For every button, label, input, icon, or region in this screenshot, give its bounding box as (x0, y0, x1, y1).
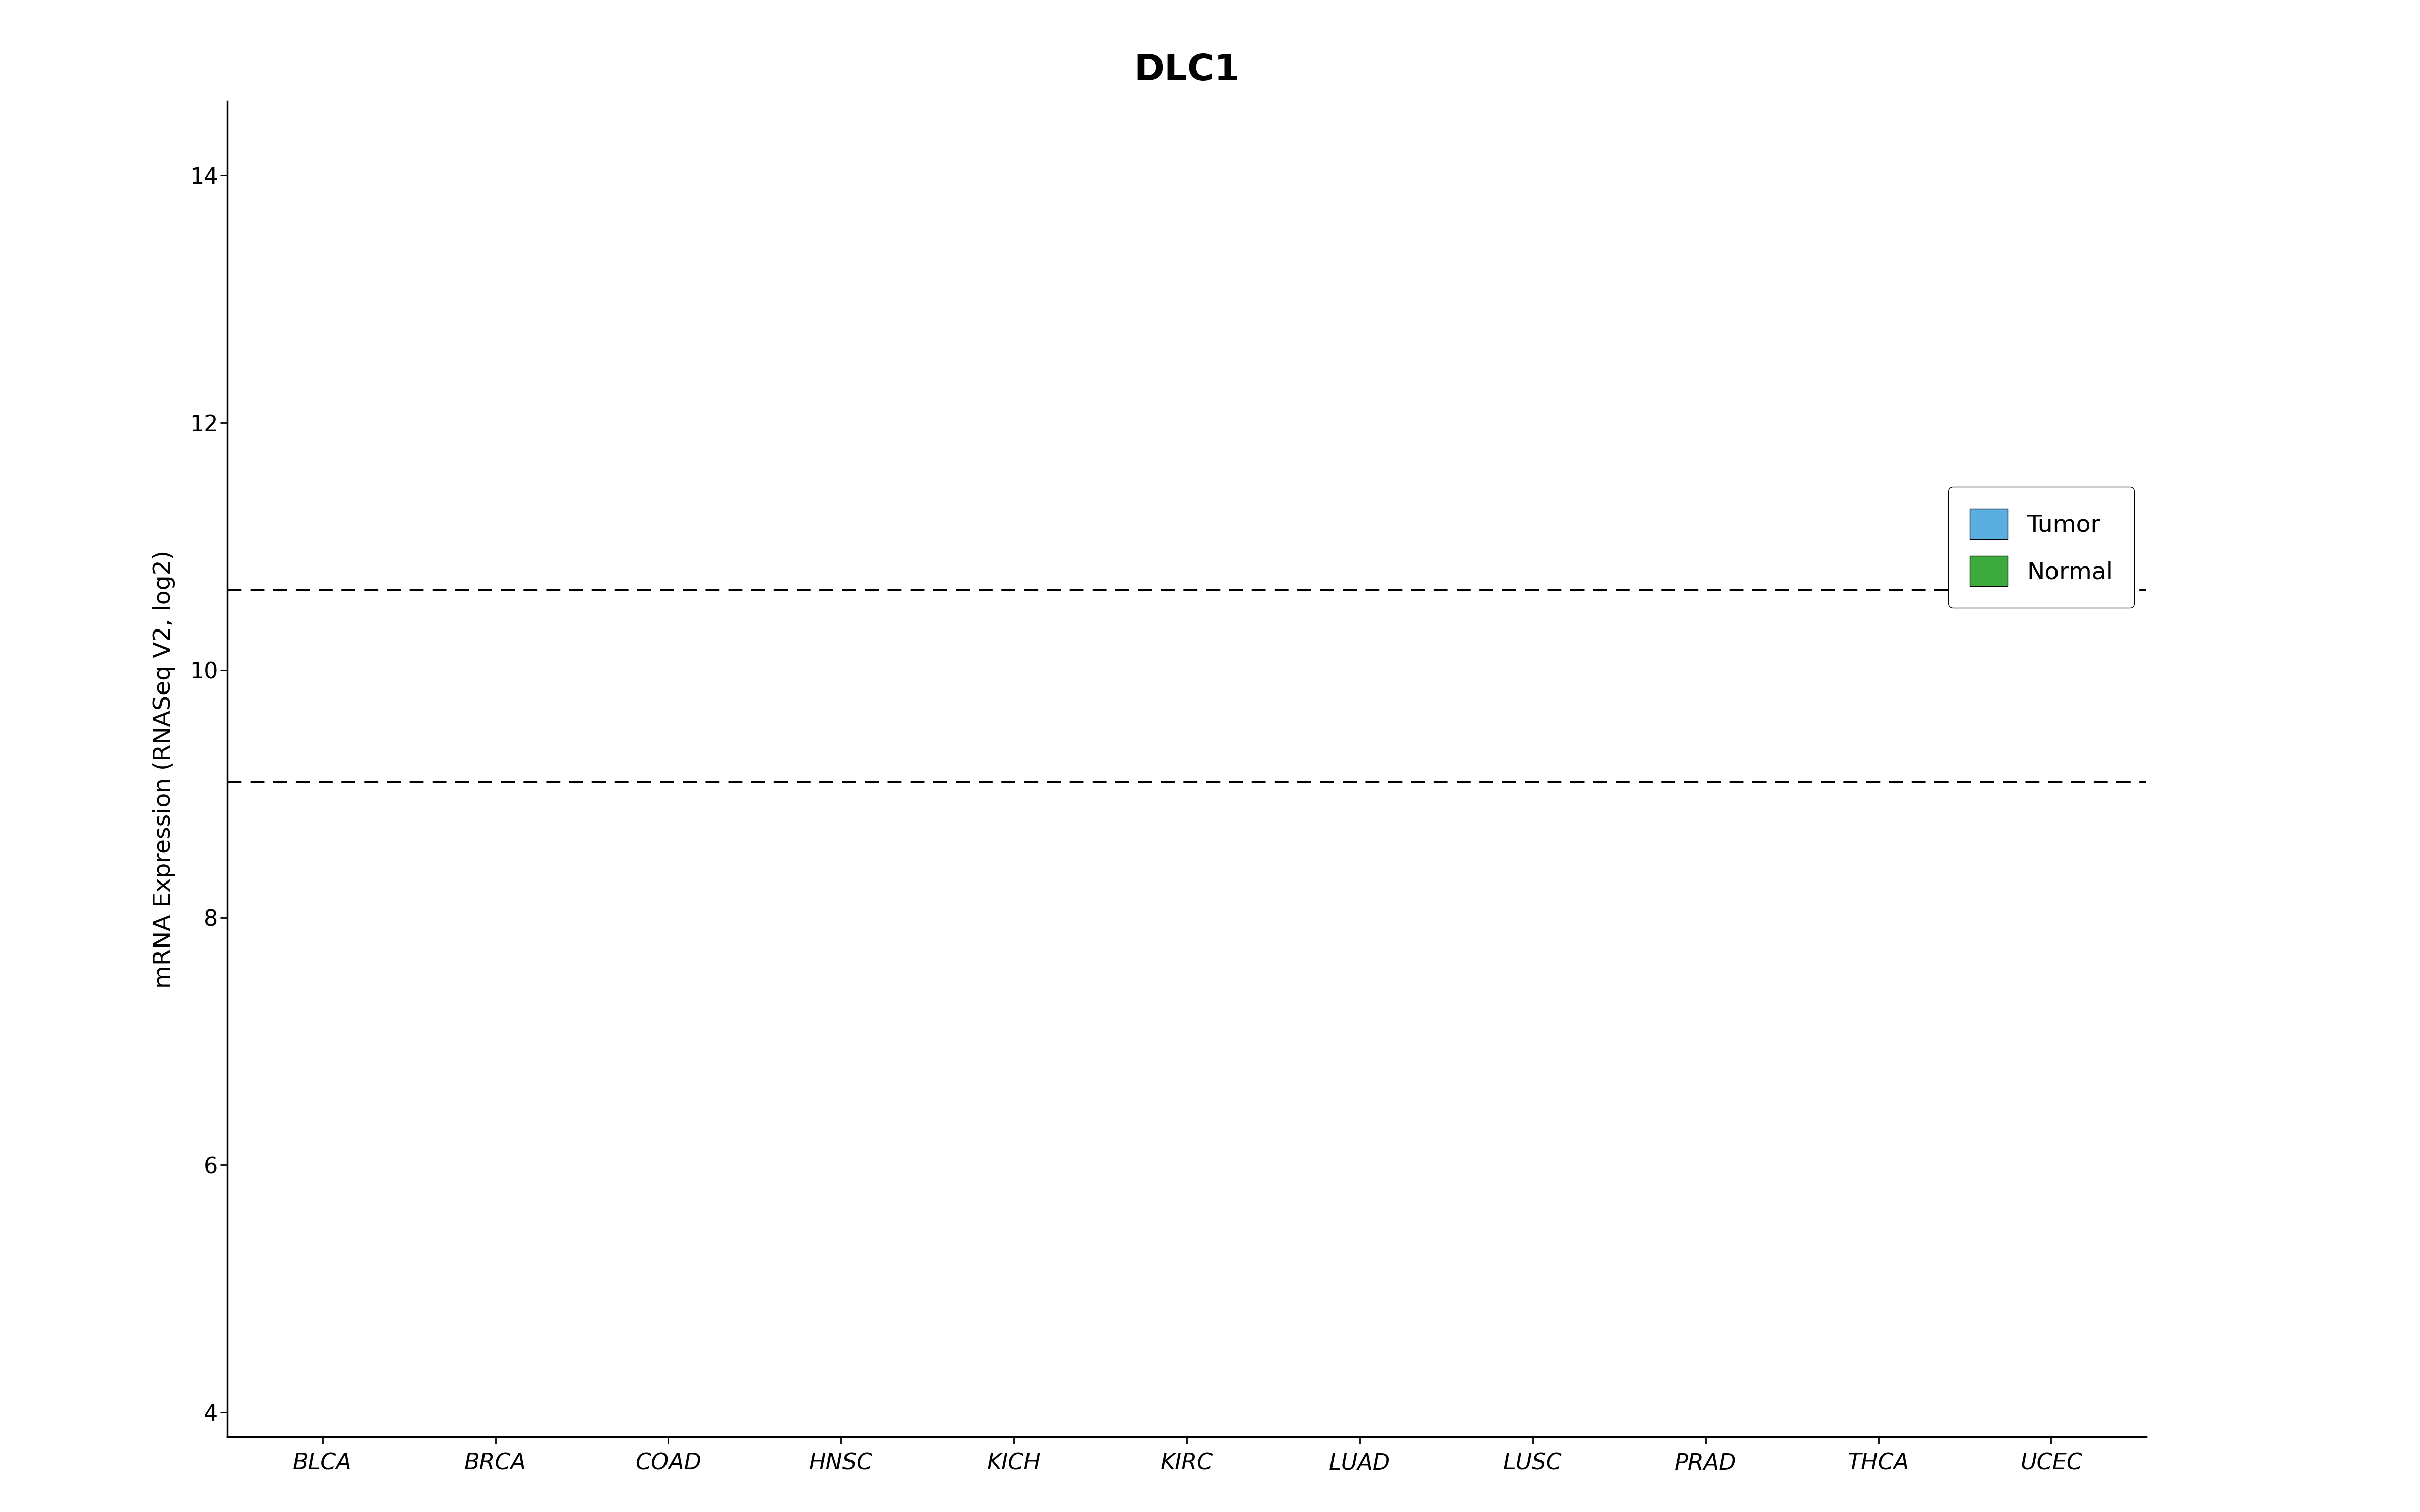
Legend: Tumor, Normal: Tumor, Normal (1948, 487, 2134, 608)
Y-axis label: mRNA Expression (RNASeq V2, log2): mRNA Expression (RNASeq V2, log2) (152, 550, 177, 989)
Title: DLC1: DLC1 (1135, 53, 1239, 88)
